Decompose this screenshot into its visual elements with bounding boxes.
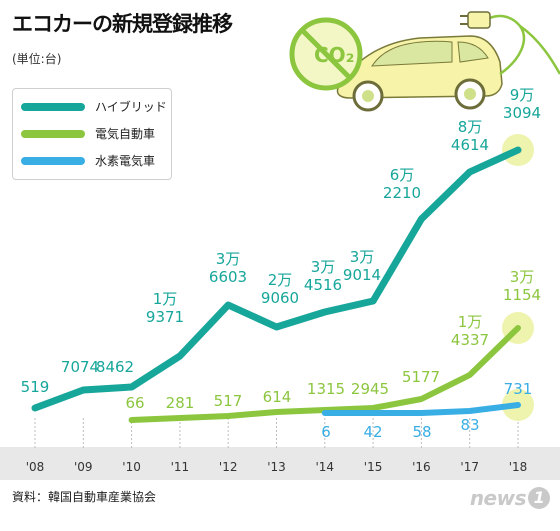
- data-label-electric: 614: [263, 388, 292, 406]
- data-label-hybrid: 7074: [61, 358, 99, 376]
- data-label-hydrogen: 58: [412, 423, 431, 441]
- data-point-hybrid: [130, 385, 134, 389]
- x-tick-labels: '08 '09 '10 '11 '12 '13 '14 '15 '16 '17 '18: [26, 460, 528, 474]
- series-lines: [31, 146, 522, 423]
- data-point-hybrid: [33, 406, 37, 410]
- x-tick-label: '18: [509, 460, 528, 474]
- data-label-hybrid: 6万 2210: [383, 166, 421, 202]
- co2-label: CO₂: [314, 43, 354, 67]
- data-label-hydrogen: 6: [321, 423, 331, 441]
- data-label-electric: 1315: [307, 380, 345, 398]
- x-tick-label: '10: [122, 460, 141, 474]
- legend: ハイブリッド 電気自動車 水素電気車: [12, 88, 172, 180]
- no-co2-sign-icon: CO₂: [289, 17, 363, 91]
- logo-badge: 1: [528, 487, 550, 509]
- data-point-electric: [516, 326, 520, 330]
- x-tick-label: '15: [364, 460, 383, 474]
- data-label-hybrid: 2万 9060: [261, 271, 299, 307]
- legend-swatch-hybrid: [21, 103, 85, 111]
- power-plug-icon: [460, 11, 560, 76]
- data-point-hybrid: [275, 325, 278, 329]
- data-label-electric: 3万 1154: [503, 268, 541, 304]
- data-label-hydrogen: 42: [363, 423, 382, 441]
- legend-label-electric: 電気自動車: [95, 127, 156, 141]
- unit-label: (単位:台): [12, 52, 62, 66]
- data-label-hydrogen: 83: [460, 416, 479, 434]
- data-point-electric: [371, 406, 375, 410]
- x-tick-label: '12: [219, 460, 238, 474]
- data-label-hybrid: 9万 3094: [503, 86, 541, 122]
- data-point-electric: [130, 418, 134, 422]
- data-point-hybrid: [81, 388, 85, 392]
- data-point-hybrid: [371, 299, 375, 303]
- data-point-electric: [419, 397, 423, 401]
- data-point-hydrogen: [516, 403, 520, 407]
- x-tick-label: '13: [267, 460, 286, 474]
- legend-item-hydrogen: 水素電気車: [21, 152, 171, 170]
- x-tick-label: '11: [171, 460, 190, 474]
- electric-car-icon: [336, 35, 503, 112]
- data-point-electric: [226, 414, 230, 418]
- data-label-electric: 5177: [402, 368, 440, 386]
- data-point-hybrid: [419, 217, 423, 221]
- vertical-gridlines: [34, 418, 519, 450]
- data-label-electric: 66: [125, 394, 144, 412]
- x-tick-label: '08: [26, 460, 45, 474]
- x-tick-label: '09: [74, 460, 93, 474]
- data-label-hybrid: 3万 9014: [343, 248, 381, 284]
- data-label-hybrid: 8462: [96, 358, 134, 376]
- legend-item-electric: 電気自動車: [21, 125, 171, 143]
- data-point-electric: [468, 373, 472, 377]
- data-label-electric: 281: [166, 394, 195, 412]
- data-label-hybrid: 3万 6603: [209, 250, 247, 286]
- eco-car-illustration: CO₂: [289, 11, 560, 112]
- source-note: 資料：韓国自動車産業協会: [12, 490, 157, 504]
- data-point-hybrid: [516, 148, 520, 152]
- data-point-hydrogen: [371, 411, 375, 415]
- x-tick-label: '17: [460, 460, 479, 474]
- legend-swatch-electric: [21, 130, 85, 138]
- chart-title: エコカーの新規登録推移: [12, 12, 233, 36]
- data-label-hybrid: 3万 4516: [304, 258, 342, 294]
- data-point-electric: [178, 416, 182, 420]
- data-point-hybrid: [468, 170, 472, 174]
- data-label-electric: 1万 4337: [451, 313, 489, 349]
- data-point-hydrogen: [468, 409, 472, 413]
- legend-label-hydrogen: 水素電気車: [95, 154, 156, 168]
- data-point-hydrogen: [323, 411, 327, 415]
- data-point-hybrid: [178, 354, 182, 358]
- x-tick-label: '16: [412, 460, 431, 474]
- data-label-electric: 2945: [351, 380, 389, 398]
- x-axis-band: [0, 447, 560, 480]
- legend-label-hybrid: ハイブリッド: [95, 100, 167, 114]
- x-tick-label: '14: [316, 460, 335, 474]
- data-label-electric: 517: [214, 392, 243, 410]
- legend-item-hybrid: ハイブリッド: [21, 98, 171, 116]
- data-label-hybrid: 1万 9371: [146, 290, 184, 326]
- logo-text: news: [469, 486, 527, 510]
- news1-logo: news 1: [470, 486, 550, 510]
- data-label-hydrogen: 731: [504, 380, 533, 398]
- data-point-hybrid: [323, 310, 327, 314]
- data-label-hybrid: 8万 4614: [451, 118, 489, 154]
- data-label-hybrid: 519: [21, 378, 50, 396]
- legend-swatch-hydrogen: [21, 157, 85, 165]
- data-point-hybrid: [226, 303, 230, 307]
- data-point-hydrogen: [419, 411, 423, 415]
- data-point-electric: [275, 410, 278, 414]
